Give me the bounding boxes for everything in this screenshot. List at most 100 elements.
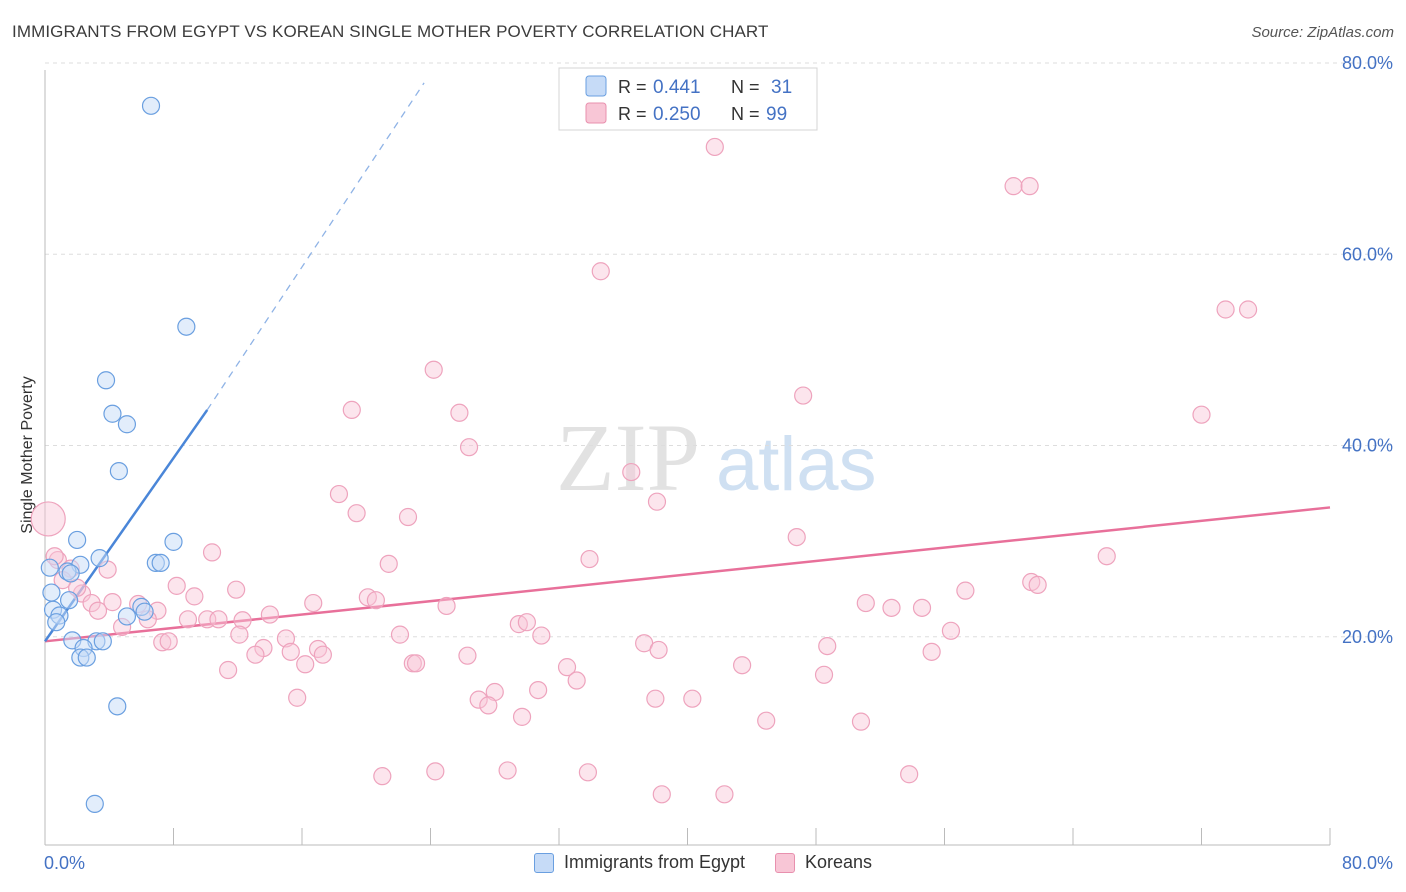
koreans-point-66: [649, 640, 668, 660]
source-label: Source: ZipAtlas.com: [1251, 24, 1394, 41]
stats-legend: R = 0.441 N = 31 R = 0.250 N = 99: [558, 67, 818, 131]
koreans-point-48: [209, 610, 228, 629]
egypt-point-19: [47, 613, 66, 632]
y-tick-label-0: 80.0%: [1342, 53, 1393, 73]
koreans-point-26: [167, 576, 186, 595]
koreans-point-87: [757, 711, 776, 730]
koreans-point-86: [512, 707, 532, 726]
koreans-point-59: [159, 632, 178, 651]
egypt-point-16: [59, 591, 79, 610]
koreans-point-45: [260, 605, 279, 624]
egypt-point-3: [103, 404, 122, 423]
legend-r-label-koreans: R =: [618, 104, 647, 124]
koreans-point-7: [794, 386, 813, 405]
egypt-point-29: [108, 697, 127, 716]
bottom-legend-egypt: Immigrants from Egypt: [533, 852, 745, 873]
koreans-point-18: [787, 527, 806, 547]
koreans-point-60: [276, 629, 296, 648]
egypt-point-7: [68, 530, 87, 550]
egypt-point-4: [117, 415, 137, 434]
koreans-point-73: [557, 658, 577, 677]
koreans-point-65: [308, 639, 328, 659]
legend-swatch-koreans: [585, 102, 607, 124]
koreans-point-88: [851, 712, 871, 731]
egypt-points: [40, 96, 196, 813]
egypt-point-25: [93, 632, 112, 651]
koreans-point-49: [233, 611, 252, 630]
koreans-point-9: [450, 403, 469, 422]
koreans-point-6: [424, 360, 443, 379]
egypt-point-22: [117, 607, 137, 626]
egypt-swatch: [533, 852, 554, 873]
koreans-point-70: [458, 646, 477, 665]
bottom-legend-koreans: Koreans: [775, 852, 872, 873]
egypt-trend-extension: [206, 82, 425, 411]
koreans-point-14: [647, 492, 667, 511]
koreans-point-81: [469, 690, 488, 709]
koreans-point-17: [30, 501, 66, 537]
koreans-point-42: [856, 593, 875, 613]
koreans-point-74: [733, 656, 752, 675]
bottom-legend: Immigrants from Egypt Koreans: [0, 852, 1406, 873]
legend-n-value-koreans: 99: [766, 104, 787, 125]
legend-n-label-koreans: N =: [731, 104, 760, 124]
koreans-point-75: [219, 660, 238, 680]
y-tick-label-3: 20.0%: [1342, 627, 1393, 647]
koreans-point-78: [567, 671, 586, 690]
egypt-point-30: [85, 794, 104, 813]
koreans-point-94: [652, 785, 671, 804]
koreans-point-68: [246, 645, 265, 664]
egypt-point-2: [96, 371, 116, 390]
koreans-point-55: [230, 625, 249, 644]
koreans-point-63: [818, 636, 837, 656]
koreans-point-2: [1020, 177, 1039, 196]
koreans-point-34: [366, 591, 385, 610]
koreans-point-46: [178, 610, 198, 629]
koreans-point-91: [498, 761, 517, 780]
koreans-point-41: [437, 596, 456, 616]
koreans-point-44: [912, 598, 932, 617]
axes: [44, 70, 1331, 846]
koreans-point-56: [390, 625, 410, 644]
koreans-point-64: [281, 642, 300, 661]
egypt-point-5: [109, 462, 128, 481]
koreans-point-36: [103, 593, 122, 612]
bottom-legend-egypt-label: Immigrants from Egypt: [563, 852, 745, 872]
koreans-point-95: [715, 785, 734, 804]
koreans-point-0: [705, 137, 724, 157]
koreans-trend-line: [44, 506, 1331, 643]
egypt-point-28: [77, 648, 96, 667]
watermark: ZIP atlas: [556, 404, 877, 511]
koreans-point-90: [426, 762, 445, 781]
y-tick-label-1: 60.0%: [1342, 244, 1393, 264]
koreans-point-12: [622, 462, 641, 482]
koreans-point-72: [406, 654, 426, 673]
egypt-point-0: [141, 96, 161, 115]
koreans-point-10: [1192, 405, 1211, 424]
koreans-point-13: [329, 484, 349, 504]
watermark-zip: ZIP: [556, 404, 700, 511]
egypt-point-1: [177, 317, 196, 336]
koreans-point-19: [202, 543, 222, 562]
koreans-point-53: [517, 613, 536, 632]
egypt-point-8: [90, 549, 109, 568]
trend-lines: [43, 82, 1331, 643]
egypt-point-13: [61, 564, 80, 583]
koreans-point-15: [347, 504, 366, 523]
watermark-atlas: atlas: [716, 422, 877, 507]
legend-r-value-koreans: 0.250: [653, 104, 701, 125]
koreans-point-30: [1028, 575, 1047, 595]
gridlines: [45, 62, 1392, 638]
koreans-point-8: [342, 400, 361, 420]
koreans-point-1: [1004, 177, 1023, 196]
legend-r-label-egypt: R =: [618, 77, 647, 97]
x-tick-label-1: 80.0%: [1342, 853, 1393, 873]
koreans-point-3: [591, 262, 610, 281]
y-tick-label-2: 40.0%: [1342, 436, 1393, 456]
legend-swatch-egypt: [585, 75, 607, 97]
koreans-point-58: [153, 633, 172, 652]
koreans-point-77: [814, 665, 834, 684]
koreans-swatch: [775, 852, 795, 873]
koreans-point-67: [922, 642, 941, 661]
